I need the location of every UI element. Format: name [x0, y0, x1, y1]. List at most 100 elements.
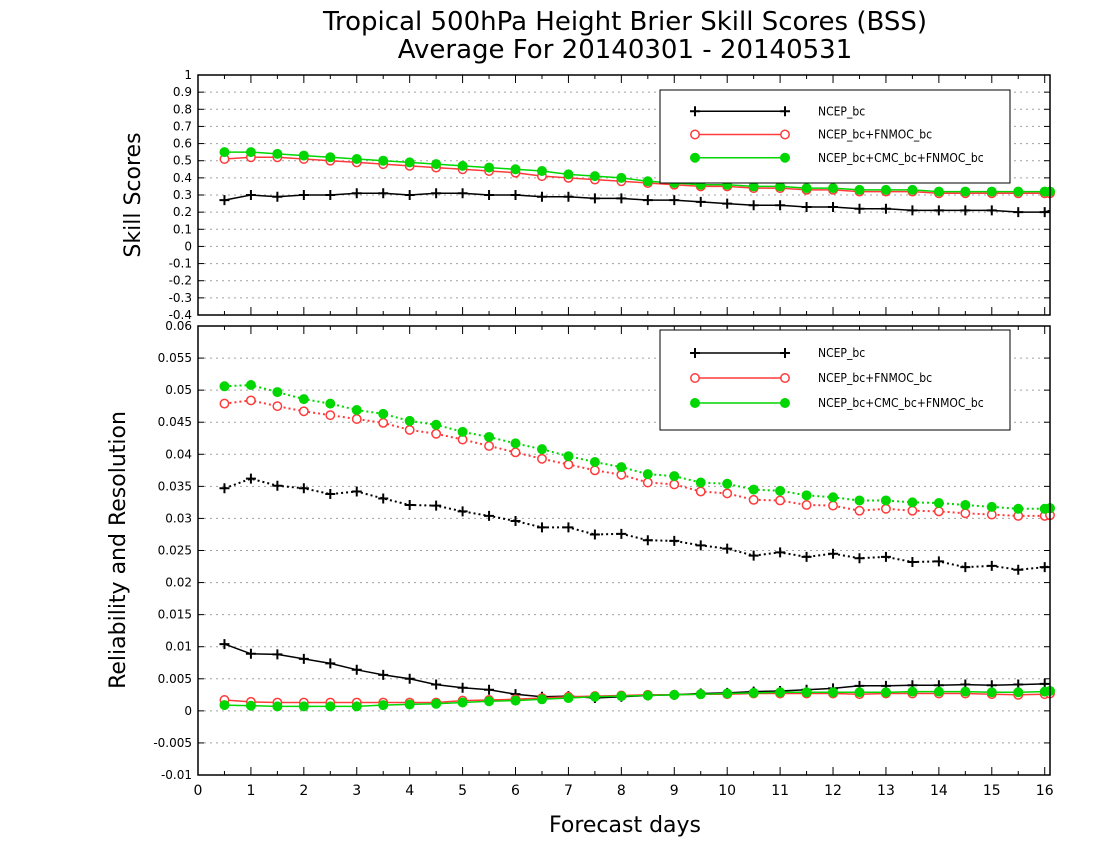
- legend-marker: [780, 398, 790, 408]
- bottom-y-tick-label: 0: [184, 704, 192, 718]
- bottom-data-point: [298, 483, 309, 494]
- legend-marker: [690, 398, 700, 408]
- bottom-series-resolution-0: [219, 473, 1051, 575]
- bottom-y-axis-label: Reliability and Resolution: [106, 411, 131, 689]
- bottom-data-point: [960, 499, 971, 510]
- top-data-point: [1013, 186, 1024, 197]
- bottom-data-point: [484, 684, 495, 695]
- top-y-tick-label: -0.1: [169, 257, 192, 271]
- bottom-data-point: [431, 500, 442, 511]
- x-tick-label: 14: [930, 783, 948, 799]
- bottom-data-point: [245, 380, 256, 391]
- top-y-tick-label: 0.6: [173, 137, 192, 151]
- bottom-data-point: [669, 689, 680, 700]
- bottom-data-point: [880, 495, 891, 506]
- bottom-data-point: [457, 697, 468, 708]
- bottom-data-point: [722, 688, 733, 699]
- top-data-point: [616, 172, 627, 183]
- bottom-data-point: [695, 486, 706, 497]
- bottom-data-point: [298, 406, 309, 417]
- x-axis-label: Forecast days: [549, 813, 701, 838]
- x-tick-label: 0: [194, 783, 203, 799]
- legend-marker: [780, 106, 790, 117]
- bottom-y-tick-label: 0.02: [165, 576, 192, 590]
- top-data-point: [828, 183, 839, 194]
- bottom-data-point: [695, 477, 706, 488]
- top-data-point: [272, 148, 283, 159]
- bottom-data-point: [298, 701, 309, 712]
- top-data-point: [298, 190, 309, 200]
- top-data-point: [431, 188, 442, 199]
- bottom-y-tick-label: -0.005: [153, 736, 192, 750]
- bottom-data-point: [880, 687, 891, 698]
- top-data-point: [563, 169, 574, 180]
- bottom-data-point: [986, 501, 997, 512]
- bottom-data-point: [616, 528, 627, 539]
- bottom-y-tick-label: 0.01: [165, 640, 192, 654]
- legend-marker: [780, 152, 790, 163]
- top-y-tick-label: -0.4: [169, 308, 192, 322]
- top-data-point: [801, 202, 812, 212]
- bottom-data-point: [219, 700, 230, 711]
- bottom-data-point: [484, 440, 495, 451]
- bottom-data-point: [828, 548, 839, 559]
- top-data-point: [933, 186, 944, 197]
- legend-label: NCEP_bc+CMC_bc+FNMOC_bc: [818, 396, 984, 410]
- bottom-data-point: [431, 698, 442, 709]
- bottom-data-point: [801, 687, 812, 698]
- bottom-y-tick-label: 0.06: [165, 319, 192, 333]
- bottom-y-tick-label: 0.045: [158, 415, 192, 429]
- bottom-data-point: [272, 701, 283, 712]
- bottom-data-point: [933, 686, 944, 697]
- top-y-tick-label: 0.9: [173, 85, 192, 99]
- bottom-data-point: [1013, 564, 1024, 575]
- bottom-data-point: [563, 522, 574, 533]
- bottom-data-point: [1013, 687, 1024, 698]
- top-data-point: [378, 188, 389, 199]
- legend-marker: [690, 106, 700, 117]
- bottom-y-tick-label: 0.05: [165, 383, 192, 397]
- x-tick-label: 5: [458, 783, 467, 799]
- legend-marker: [690, 348, 700, 358]
- bottom-data-point: [669, 479, 680, 490]
- bottom-data-point: [748, 484, 759, 495]
- bottom-data-point: [404, 673, 415, 684]
- bottom-data-point: [748, 687, 759, 698]
- bottom-data-point: [325, 398, 336, 409]
- top-y-tick-label: 0.8: [173, 102, 192, 116]
- bottom-data-point: [431, 679, 442, 690]
- bottom-data-point: [510, 515, 521, 526]
- legend-label: NCEP_bc+CMC_bc+FNMOC_bc: [818, 151, 984, 165]
- bottom-data-point: [351, 405, 362, 416]
- bottom-data-point: [536, 522, 547, 533]
- bottom-data-point: [854, 553, 865, 564]
- bottom-data-point: [907, 505, 918, 516]
- bottom-data-point: [722, 488, 733, 499]
- chart-title-line1: Tropical 500hPa Height Brier Skill Score…: [322, 7, 927, 37]
- bottom-data-point: [484, 431, 495, 442]
- bottom-data-point: [933, 556, 944, 567]
- bottom-data-point: [960, 562, 971, 573]
- top-data-point: [457, 160, 468, 171]
- bottom-data-point: [325, 410, 336, 421]
- top-data-point: [563, 191, 574, 202]
- top-data-point: [510, 190, 521, 200]
- top-data-point: [404, 190, 415, 200]
- top-data-point: [880, 203, 891, 214]
- bottom-data-point: [351, 701, 362, 712]
- bottom-data-point: [219, 483, 230, 494]
- bottom-data-point: [563, 693, 574, 704]
- legend-marker: [780, 373, 790, 383]
- legend-label: NCEP_bc+FNMOC_bc: [818, 128, 932, 142]
- bottom-y-tick-label: 0.025: [158, 544, 192, 558]
- top-y-tick-label: 0.5: [173, 154, 192, 168]
- bottom-data-point: [536, 444, 547, 455]
- legend-label: NCEP_bc: [818, 346, 865, 360]
- bottom-y-tick-label: 0.015: [158, 608, 192, 622]
- bottom-data-point: [404, 699, 415, 710]
- legend-marker: [780, 348, 790, 358]
- bottom-data-point: [245, 395, 256, 406]
- top-y-tick-label: 1: [184, 68, 192, 82]
- top-data-point: [484, 190, 495, 200]
- bottom-data-point: [960, 508, 971, 519]
